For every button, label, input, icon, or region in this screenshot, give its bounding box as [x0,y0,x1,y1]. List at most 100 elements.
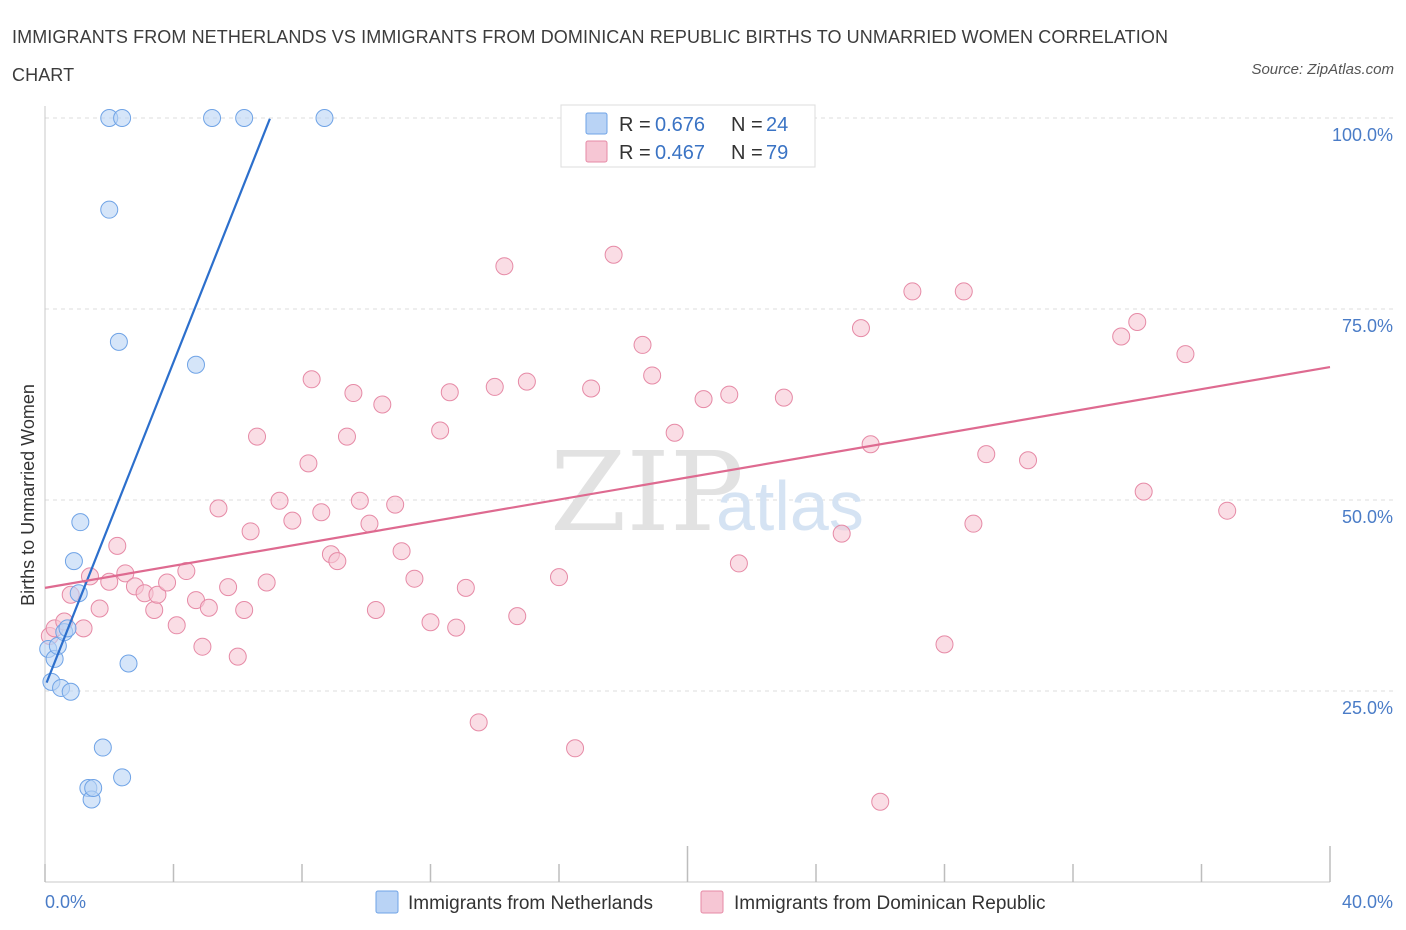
dominican-point [248,427,267,446]
netherlands-point [186,355,205,374]
dominican-point [235,601,254,620]
legend-r-value-1: 0.676 [655,114,705,136]
dominican-point [167,616,186,635]
dominican-point [431,421,450,440]
y-tick-label: 25.0% [1342,698,1393,718]
dominican-point [74,619,93,638]
bottom-legend-dominican: Immigrants from Dominican Republic [734,893,1046,914]
y-tick-labels: 25.0% 50.0% 75.0% 100.0% [1332,125,1393,718]
dominican-point [302,370,321,389]
netherlands-point [100,200,119,219]
dominican-point [871,792,890,811]
legend-n-value-1: 24 [766,114,788,136]
dominican-point [964,514,983,533]
dominican-point [193,637,212,656]
netherlands-point [113,768,132,787]
dominican-point [469,713,488,732]
netherlands-trend-line [45,118,271,684]
dominican-point [228,647,247,666]
legend-n-value-2: 79 [766,142,788,164]
legend-swatch-dominican [585,140,608,163]
netherlands-point [61,682,80,701]
dominican-point [1176,345,1195,364]
y-tick-label: 50.0% [1342,507,1393,527]
dominican-point [977,445,996,464]
dominican-point [257,573,276,592]
x-tick-label: 0.0% [45,892,86,912]
dominican-point [344,384,363,403]
chart-title: IMMIGRANTS FROM NETHERLANDS VS IMMIGRANT… [12,27,1169,85]
legend-n-label-2: N = [731,142,763,164]
legend-r-label-1: R = [619,114,651,136]
data-points [39,109,1237,811]
dominican-point [550,568,568,587]
dominican-point [350,491,369,510]
netherlands-point [71,513,90,532]
dominican-point [328,552,347,571]
dominican-point [1218,501,1237,520]
y-tick-label: 75.0% [1342,316,1393,336]
netherlands-point [64,552,83,571]
dominican-point [158,573,177,592]
bottom-legend: Immigrants from Netherlands Immigrants f… [375,890,1046,914]
dominican-point [851,319,870,338]
dominican-point [495,257,514,276]
dominican-point [566,739,585,758]
dominican-point [485,377,504,396]
dominican-point [270,491,289,510]
dominican-point [148,585,167,604]
dominican-point [447,618,466,637]
dominican-point [219,578,238,597]
dominican-point [108,536,127,555]
dominican-point [604,245,623,264]
dominican-point [1019,451,1038,470]
dominican-point [392,542,411,561]
dominican-point [366,601,385,620]
netherlands-point [93,738,112,757]
netherlands-point [109,332,128,351]
dominican-point [517,372,536,391]
dominican-point [954,282,973,301]
stats-legend: R = 0.676 N = 24 R = 0.467 N = 79 [560,104,816,168]
netherlands-point [119,654,138,673]
netherlands-point [113,109,132,127]
dominican-point [1112,327,1131,346]
dominican-point [440,383,459,402]
y-axis-label: Births to Unmarried Women [18,384,38,606]
dominican-point [774,388,793,407]
netherlands-point [84,779,103,798]
dominican-point [405,569,424,588]
dominican-point [209,499,228,518]
bottom-legend-swatch-netherlands [375,890,399,914]
trend-lines [44,118,1331,684]
dominican-point [903,282,922,301]
source-label: Source: ZipAtlas.com [1251,61,1394,78]
dominican-point [720,385,739,404]
dominican-point [729,554,748,573]
x-tick-label: 40.0% [1342,892,1393,912]
dominican-point [935,635,954,654]
y-tick-label: 100.0% [1332,125,1393,145]
netherlands-point [203,109,222,127]
dominican-point [283,511,302,530]
axes [44,106,1331,883]
dominican-point [299,454,318,473]
x-tick-labels: 0.0% 40.0% [45,892,1393,912]
bottom-legend-netherlands: Immigrants from Netherlands [408,893,653,914]
dominican-point [312,503,331,522]
netherlands-point [315,109,334,127]
legend-r-label-2: R = [619,142,651,164]
dominican-point [241,522,260,541]
dominican-point [337,427,356,446]
dominican-point [665,423,684,442]
dominican-point [199,598,218,617]
watermark-zip: ZIP [550,428,744,556]
dominican-point [1128,312,1147,331]
dominican-point [508,607,527,626]
legend-r-value-2: 0.467 [655,142,705,164]
dominican-point [832,524,851,543]
legend-swatch-netherlands [585,112,608,135]
dominican-point [373,395,392,414]
dominican-point [360,514,379,533]
